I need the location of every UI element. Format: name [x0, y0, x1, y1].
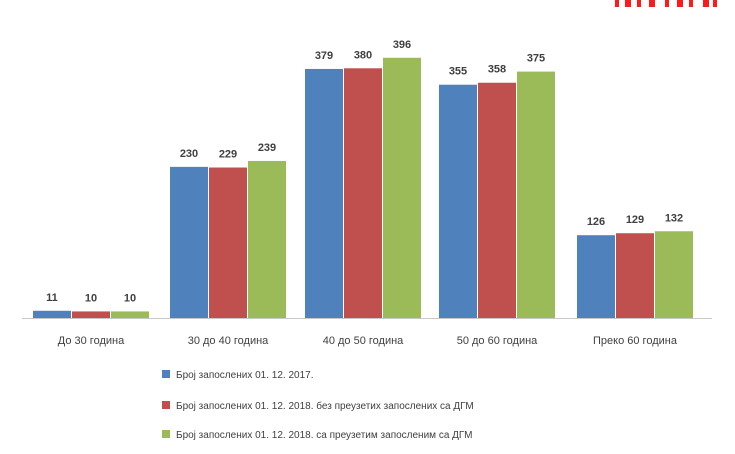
corner-mark-segment: [689, 0, 693, 7]
data-labels-layer: 11 10 10 230 229 239 379 380 396 355 358 375 126 129 1…: [46, 39, 683, 305]
bar-0-0: [33, 310, 71, 318]
bar-1-2: [248, 160, 286, 318]
category-label-0: До 30 година: [58, 335, 125, 347]
corner-mark-segment: [649, 0, 655, 7]
data-label-2-1: 380: [354, 49, 372, 61]
bars-layer: [33, 57, 693, 319]
category-label-4: Преко 60 година: [593, 335, 678, 347]
legend-label-1: Број запослених 01. 12. 2018. без преузе…: [176, 400, 474, 412]
data-label-2-2: 396: [393, 39, 411, 51]
data-label-3-2: 375: [527, 53, 545, 65]
corner-red-mark: [615, 0, 719, 7]
bar-3-0: [439, 84, 477, 318]
legend-swatch-0: [162, 370, 170, 378]
data-label-0-1: 10: [85, 292, 97, 304]
bar-2-0: [305, 68, 343, 318]
data-label-1-2: 239: [258, 142, 276, 154]
corner-mark-segment: [625, 0, 631, 7]
data-label-4-2: 132: [665, 212, 683, 224]
data-label-4-0: 126: [587, 216, 605, 228]
data-label-3-1: 358: [488, 64, 506, 76]
bar-2-2: [383, 57, 421, 319]
corner-mark-segment: [637, 0, 641, 7]
bar-1-0: [170, 166, 208, 318]
category-labels-layer: До 30 година 30 до 40 година 40 до 50 годи…: [58, 335, 678, 347]
data-label-0-0: 11: [46, 292, 58, 304]
bar-2-1: [344, 68, 382, 319]
legend-label-2: Број запослених 01. 12. 2018. са преузет…: [176, 430, 472, 441]
data-label-1-1: 229: [219, 149, 237, 161]
bar-3-2: [517, 71, 555, 318]
data-label-4-1: 129: [626, 214, 644, 226]
data-label-0-2: 10: [124, 292, 136, 304]
corner-mark-segment: [665, 0, 669, 7]
bar-1-1: [209, 167, 247, 318]
bar-4-2: [655, 231, 693, 318]
corner-mark-segment: [713, 0, 717, 7]
data-label-3-0: 355: [449, 66, 467, 78]
bar-0-2: [111, 311, 149, 318]
legend-label-0: Број запослених 01. 12. 2017.: [176, 370, 313, 381]
corner-mark-segment: [615, 0, 619, 7]
data-label-1-0: 230: [180, 148, 198, 160]
category-label-1: 30 до 40 година: [188, 335, 269, 347]
bar-0-1: [72, 311, 110, 318]
legend-swatch-2: [162, 430, 170, 438]
legend-swatch-1: [162, 401, 170, 409]
category-label-2: 40 до 50 година: [323, 335, 404, 347]
bar-3-1: [478, 82, 516, 318]
category-label-3: 50 до 60 година: [457, 335, 538, 347]
legend: Број запослених 01. 12. 2017. Број запосл…: [162, 370, 474, 441]
corner-mark-segment: [677, 0, 683, 7]
corner-mark-segment: [703, 0, 709, 7]
bar-4-0: [577, 235, 615, 318]
data-label-2-0: 379: [315, 50, 333, 62]
bar-4-1: [616, 233, 654, 318]
